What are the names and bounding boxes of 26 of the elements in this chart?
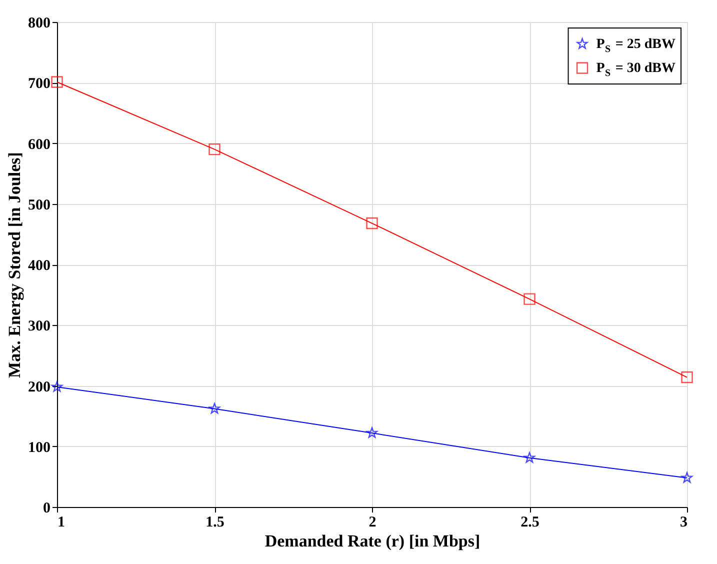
y-tick-label: 700 — [28, 76, 50, 92]
point — [208, 143, 220, 156]
y-tick-label: 0 — [43, 500, 50, 516]
point — [208, 402, 220, 414]
y-tick-label: 100 — [28, 440, 50, 456]
x-tick-label: 1.5 — [206, 514, 224, 530]
x-tick-label: 2.5 — [520, 514, 540, 530]
point — [366, 217, 378, 230]
point — [524, 452, 536, 463]
y-tick-label: 500 — [28, 197, 50, 214]
x-axis-title: Demanded Rate (r) [in Mbps] — [264, 532, 480, 550]
y-tick-label: 800 — [28, 16, 50, 32]
x-tick-label: 2 — [368, 514, 376, 530]
point — [681, 472, 693, 483]
y-tick-label: 400 — [28, 258, 50, 274]
x-tick-label: 1 — [58, 514, 65, 530]
point — [51, 381, 63, 392]
y-tick-label: 200 — [28, 379, 50, 396]
point — [524, 293, 536, 305]
y-tick-label: 300 — [28, 318, 50, 335]
x-tick-label: 3 — [680, 514, 688, 530]
point — [51, 76, 63, 88]
point — [681, 371, 693, 384]
y-axis-title: Max. Energy Stored [in Joules] — [5, 152, 24, 378]
y-tick-label: 600 — [28, 136, 50, 153]
point — [366, 427, 378, 438]
